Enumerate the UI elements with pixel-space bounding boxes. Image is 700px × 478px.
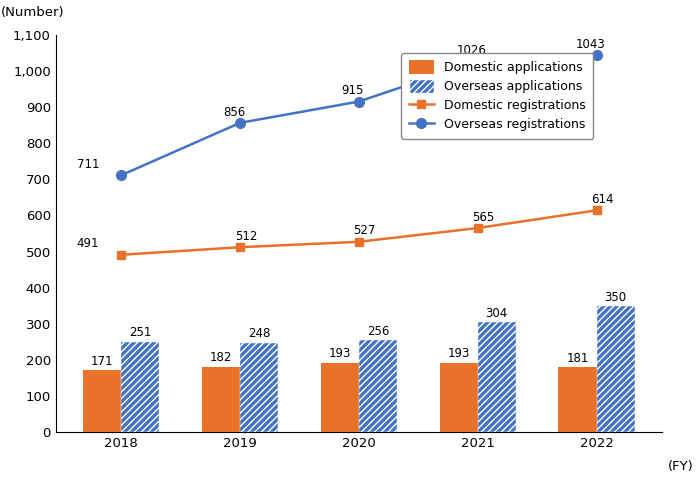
Bar bbox=[202, 367, 240, 432]
Text: 304: 304 bbox=[486, 307, 508, 320]
Text: 248: 248 bbox=[248, 327, 270, 340]
Text: 915: 915 bbox=[342, 84, 364, 97]
Text: 711: 711 bbox=[76, 158, 99, 171]
Bar bbox=[240, 343, 278, 432]
Text: 856: 856 bbox=[223, 106, 245, 119]
Text: 565: 565 bbox=[473, 211, 495, 224]
Legend: Domestic applications, Overseas applications, Domestic registrations, Overseas r: Domestic applications, Overseas applicat… bbox=[401, 53, 593, 139]
Text: 256: 256 bbox=[367, 325, 389, 337]
Text: 491: 491 bbox=[76, 238, 99, 250]
Bar bbox=[121, 342, 159, 432]
Text: 512: 512 bbox=[234, 230, 257, 243]
Bar bbox=[359, 340, 397, 432]
Text: 193: 193 bbox=[447, 348, 470, 360]
Text: 1026: 1026 bbox=[457, 44, 486, 57]
Bar bbox=[559, 367, 596, 432]
Text: 1043: 1043 bbox=[575, 38, 606, 51]
Text: 182: 182 bbox=[210, 351, 232, 364]
Bar bbox=[596, 306, 634, 432]
Text: 181: 181 bbox=[566, 352, 589, 365]
Text: (Number): (Number) bbox=[1, 6, 65, 19]
Text: 193: 193 bbox=[328, 348, 351, 360]
Bar bbox=[440, 362, 477, 432]
Text: 350: 350 bbox=[605, 291, 626, 304]
Text: 251: 251 bbox=[129, 326, 151, 339]
Text: (FY): (FY) bbox=[668, 460, 694, 473]
Bar bbox=[477, 322, 516, 432]
Text: 614: 614 bbox=[592, 193, 614, 206]
Bar bbox=[83, 370, 121, 432]
Text: 527: 527 bbox=[354, 225, 376, 238]
Text: 171: 171 bbox=[91, 355, 113, 369]
Bar bbox=[321, 362, 359, 432]
